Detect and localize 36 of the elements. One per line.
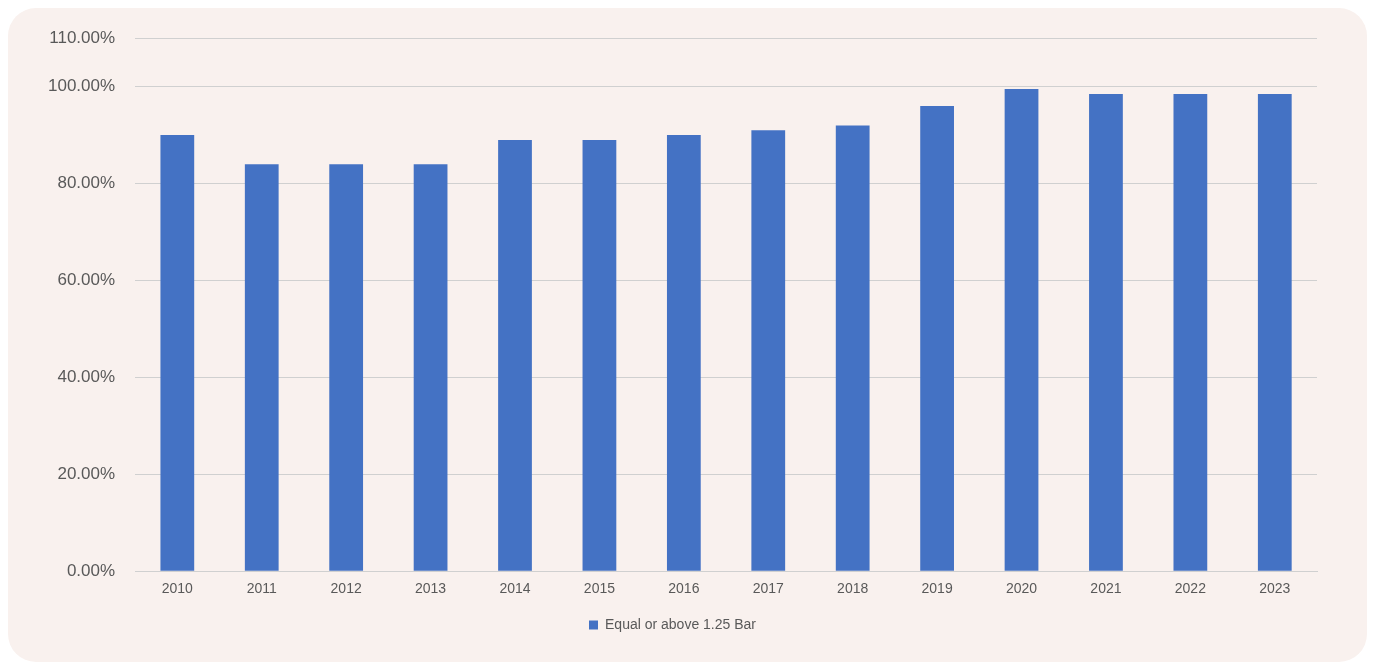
legend-label: Equal or above 1.25 Bar: [605, 615, 757, 632]
x-tick-label: 2021: [1090, 580, 1122, 597]
bar: [329, 164, 364, 571]
bar: [666, 135, 701, 571]
y-tick-label: 20.00%: [57, 463, 116, 483]
x-tick-label: 2014: [499, 580, 531, 597]
y-tick-label: 0.00%: [66, 560, 116, 580]
bar: [244, 164, 279, 571]
x-tick-label: 2012: [330, 580, 362, 597]
y-tick-label: 80.00%: [57, 173, 116, 193]
x-tick-label: 2023: [1259, 580, 1291, 597]
bar: [498, 139, 532, 571]
y-tick-label: 40.00%: [57, 367, 116, 387]
y-tick-label: 60.00%: [57, 270, 116, 290]
x-tick-label: 2010: [161, 580, 194, 597]
x-tick-label: 2020: [1005, 580, 1038, 597]
bar: [160, 135, 195, 571]
bar: [1173, 93, 1208, 571]
bar: [1257, 93, 1292, 571]
x-tick-label: 2017: [752, 580, 785, 597]
x-tick-label: 2018: [837, 580, 869, 597]
bar: [1089, 93, 1123, 571]
x-tick-label: 2019: [921, 580, 953, 597]
x-tick-label: 2015: [583, 580, 616, 597]
x-tick-label: 2022: [1174, 580, 1207, 597]
bar: [582, 139, 617, 571]
bar: [413, 164, 448, 571]
y-tick-label: 110.00%: [49, 27, 116, 47]
x-tick-label: 2016: [668, 580, 700, 597]
bar: [751, 130, 786, 571]
bar: [1004, 89, 1039, 571]
y-tick-label: 100.00%: [47, 76, 116, 96]
x-tick-label: 2011: [246, 580, 278, 597]
bar: [835, 125, 870, 571]
x-tick-label: 2013: [415, 580, 447, 597]
bar: [920, 106, 954, 571]
